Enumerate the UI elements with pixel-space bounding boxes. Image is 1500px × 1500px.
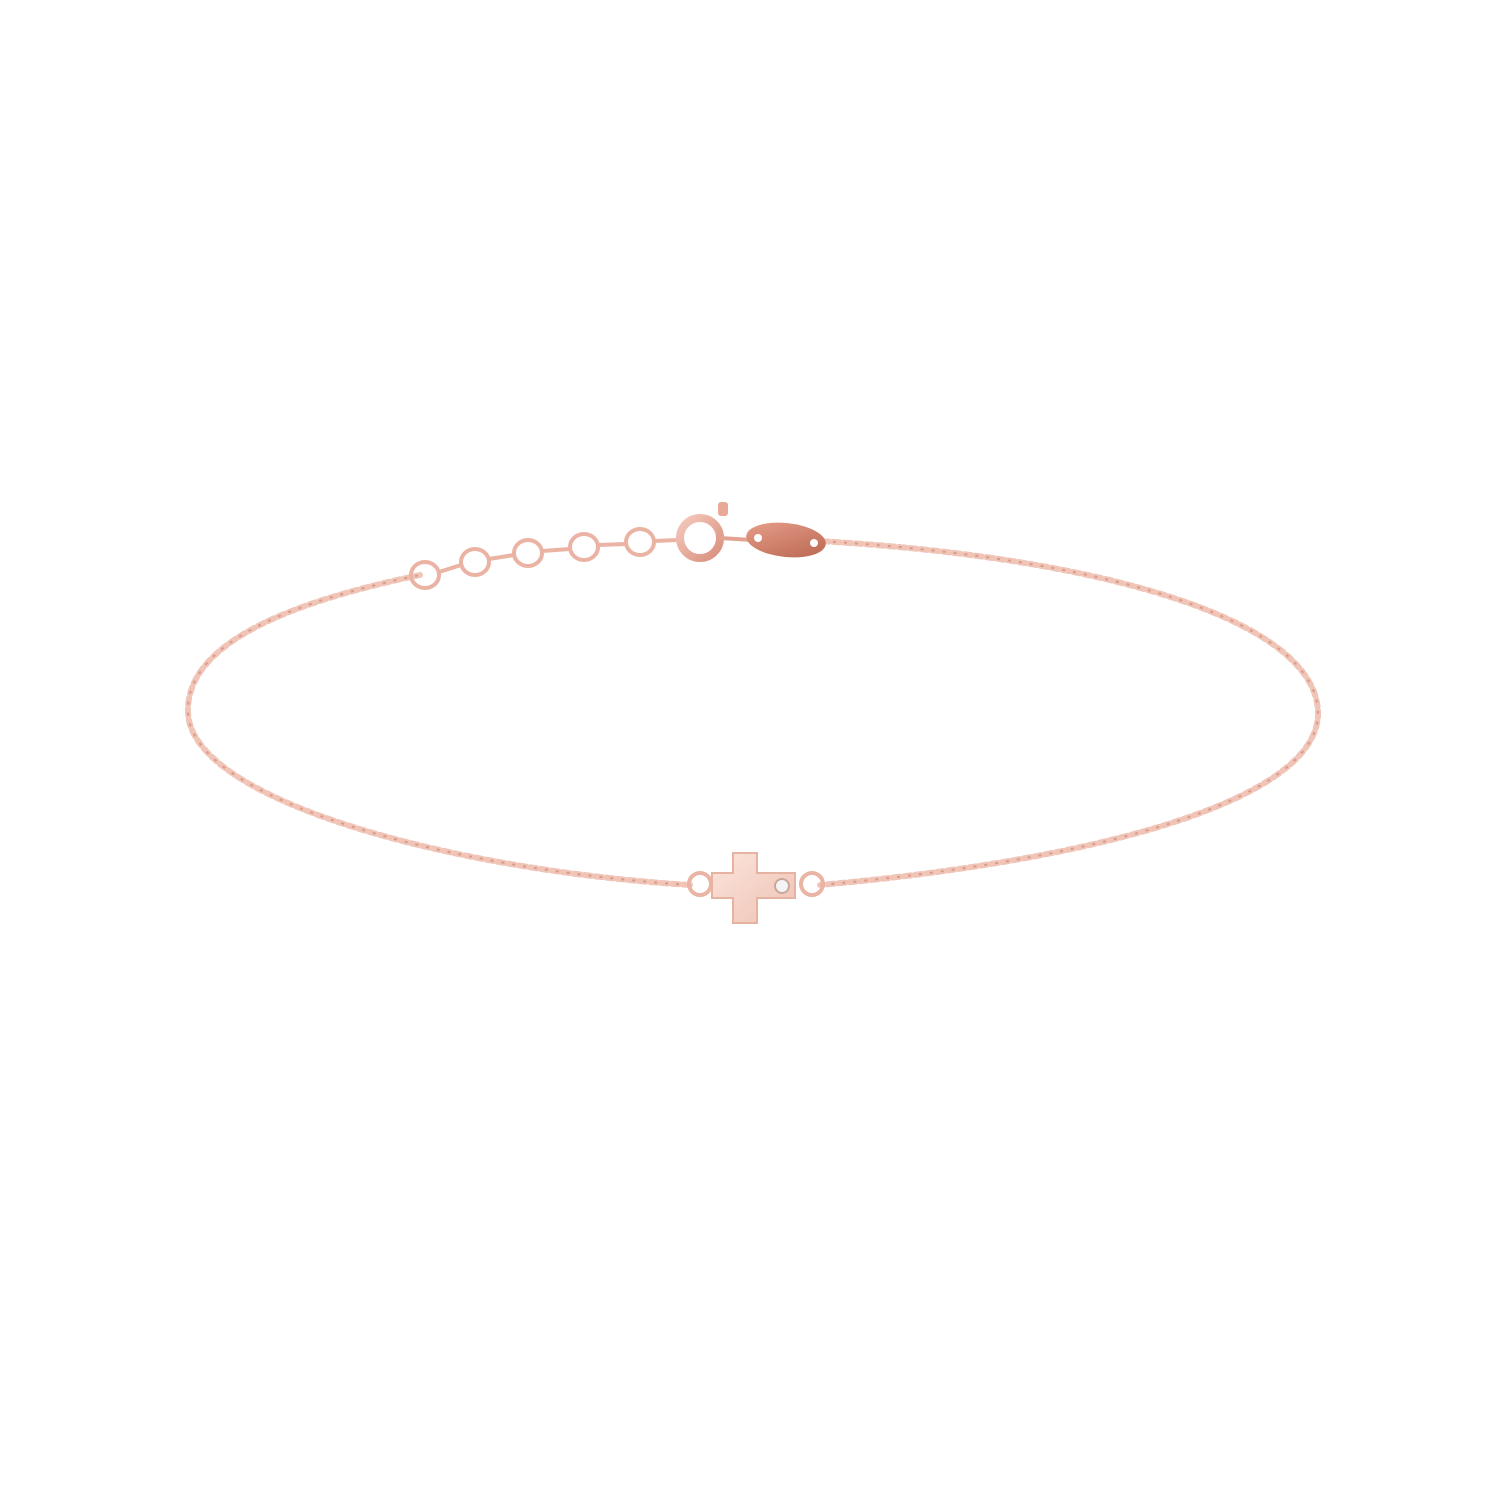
clasp-connector [719, 536, 753, 542]
tag-hole [810, 539, 818, 547]
extender-connector [541, 547, 571, 553]
extender-connector [488, 553, 515, 561]
extender-connector [438, 563, 462, 574]
chain [184, 537, 1322, 888]
pendant-ring [799, 871, 825, 897]
extender-link [624, 527, 656, 557]
chain-right [797, 537, 1322, 888]
extender-link [568, 532, 600, 562]
extender-connector [653, 538, 679, 543]
chain-left [184, 572, 693, 888]
cross-pendant [687, 852, 825, 924]
tag [746, 522, 826, 558]
cross [711, 852, 796, 924]
extender-connector [597, 542, 627, 547]
tag-hole [754, 534, 762, 542]
extender-link [459, 547, 491, 577]
extender [409, 527, 679, 590]
clasp-lever [718, 502, 728, 516]
clasp [676, 502, 753, 562]
extender-link [512, 538, 544, 568]
extender-link [409, 560, 441, 590]
gemstone [774, 878, 790, 894]
